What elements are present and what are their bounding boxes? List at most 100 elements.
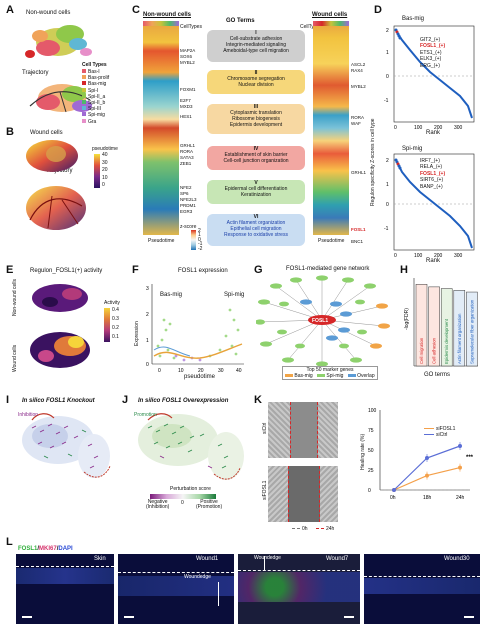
panel-k-line-chart: 100 75 50 25 0 0h 18h 24h *** — [368, 408, 474, 501]
stain-legend: FOSL1/MKI67/DAPI — [18, 546, 73, 552]
svg-text:300: 300 — [454, 125, 463, 131]
gene-label: BNC1 — [351, 239, 364, 244]
go-group-3: III Cytoplasmic translation Ribosome biog… — [207, 104, 305, 134]
svg-text:100: 100 — [414, 125, 423, 131]
y-tick-label: 50 — [368, 448, 374, 454]
bar — [428, 286, 440, 367]
gene-label: NFE2L3 — [180, 197, 197, 202]
panel-f-right-label: Spi-mig — [224, 292, 245, 298]
gene-label: MYBL2 — [351, 84, 366, 89]
activity-colorbar — [104, 308, 110, 342]
svg-text:100: 100 — [414, 253, 423, 259]
gene-label: WAF — [351, 121, 361, 126]
panel-a-legend-title: Cell Types — [82, 62, 107, 68]
panel-j-label: J — [122, 394, 129, 406]
heatmap-wound — [313, 21, 349, 235]
legend-item: Gra — [82, 118, 109, 125]
panel-f-title: FOSL1 expression — [178, 268, 228, 274]
go-group-5: V Epidermal cell differentiation Keratini… — [207, 180, 305, 204]
panel-i-annotation: Inhibition — [18, 412, 39, 418]
bar-label: Epidermis development — [444, 318, 449, 364]
micrograph-skin — [16, 554, 114, 624]
panel-c-right-header: Wound cells — [312, 12, 348, 18]
gene-label: GRHL1 — [180, 143, 196, 148]
panel-j-title: In silico FOSL1 Overexpression — [138, 398, 229, 404]
panel-e-label: E — [6, 264, 14, 276]
panel-h-bars: Cell migration Cell adhesion Epidermis dev… — [413, 278, 478, 367]
micrograph-label: Skin — [94, 556, 106, 562]
pseudotime-legend-title: pseudotime — [92, 146, 118, 152]
scale-bar — [22, 616, 32, 618]
svg-text:2: 2 — [386, 158, 389, 164]
svg-text:10: 10 — [178, 368, 184, 374]
go-group-4: IV Establishment of skin barrier Cell-cel… — [207, 146, 305, 170]
panel-a-title-top: Non-wound cells — [26, 10, 71, 16]
significance-label: *** — [466, 455, 474, 461]
gene-label: E2F7 — [180, 98, 191, 103]
perturbation-neg: Negative (Inhibition) — [146, 499, 170, 510]
svg-text:1: 1 — [386, 50, 389, 56]
legend-item: Bas-mig — [285, 373, 313, 379]
scale-bar — [124, 616, 134, 618]
nonwound-umap — [25, 25, 92, 58]
gene-label: ZEB1 — [180, 161, 192, 166]
series-line — [393, 445, 461, 491]
bar-label: Cell migration — [419, 337, 424, 364]
micrograph-wound1 — [118, 554, 234, 624]
bar-label: Actin filament organization — [457, 313, 462, 364]
micrograph-label: Wound7 — [326, 556, 349, 562]
svg-text:40: 40 — [236, 368, 242, 374]
panel-b-umaps — [26, 140, 86, 230]
y-tick-label: 75 — [368, 428, 374, 434]
panel-f-left-label: Bas-mig — [160, 292, 183, 298]
panel-c-left-sub: CellTypes — [180, 24, 202, 30]
pseudotime-left: Pseudotime — [148, 238, 175, 244]
svg-text:0: 0 — [386, 74, 389, 80]
micrograph-wound7 — [238, 554, 360, 624]
micrograph-label: Wound1 — [196, 556, 219, 562]
legend-item: Bas-prolif — [82, 75, 109, 81]
svg-text:200: 200 — [434, 125, 443, 131]
go-group-1: I Cell-substrate adhesion Integrin-mediat… — [207, 30, 305, 62]
legend-item: Bas-mig — [82, 81, 109, 87]
gene-label: SOX6 — [180, 54, 193, 59]
gene-label: RAX4 — [351, 68, 363, 73]
panel-g-title: FOSL1-mediated gene network — [286, 266, 370, 272]
x-tick-label: 18h — [423, 495, 432, 501]
panel-f-label: F — [132, 264, 139, 276]
legend-item: Spi-mig — [82, 112, 109, 118]
y-tick-label: 25 — [368, 468, 374, 474]
svg-text:200: 200 — [434, 253, 443, 259]
gene-label: ASCL2 — [351, 62, 366, 67]
rank-plot-bas-mig: 2 1 0 -1 0 100 200 300 — [384, 25, 475, 131]
gene-label: MAP2A — [180, 48, 196, 53]
perturbation-legend-title: Perturbation score — [170, 486, 211, 492]
gene-label: SP6 — [180, 191, 189, 196]
panel-d-top-genes: GIT2_(+) FOSL1_(+) ETS1_(+) ELK3_(+) ERG… — [420, 37, 446, 69]
scratch-gap-sictrl — [290, 402, 318, 458]
legend-item: Spi-mig — [317, 373, 343, 379]
legend-item: siCtrl — [424, 432, 455, 438]
gene-label: HES1 — [180, 114, 192, 119]
zscore-title: z-score — [180, 224, 197, 230]
gene-label: RORA — [180, 149, 194, 154]
panel-g-legend: Top 50 marker genes Bas-mig Spi-mig Over… — [282, 366, 378, 380]
pseudotime-ticks: 40 30 20 10 0 — [102, 152, 108, 188]
panel-c-right-sub: CellTypes — [300, 24, 322, 30]
micrograph-label: Wound30 — [444, 556, 470, 562]
svg-text:0: 0 — [394, 125, 397, 131]
panel-a-umaps — [25, 25, 92, 113]
go-group-2: II Chromosome segregation Nuclear divisio… — [207, 70, 305, 94]
go-group-6: VI Actin filament organization Epithelial… — [207, 214, 305, 246]
bar-label: Cell adhesion — [432, 337, 437, 364]
svg-text:2: 2 — [146, 312, 149, 318]
bar — [466, 291, 478, 367]
panel-g-label: G — [254, 264, 263, 276]
panel-b-label: B — [6, 126, 14, 138]
legend-item: Spi-III — [82, 106, 109, 112]
gene-label: PRDM1 — [180, 203, 196, 208]
panel-i-title: In silico FOSL1 Knockout — [22, 398, 95, 404]
pseudotime-colorbar — [94, 154, 100, 188]
panel-i-vector-field — [22, 413, 111, 478]
micrograph-wound30 — [364, 554, 480, 624]
